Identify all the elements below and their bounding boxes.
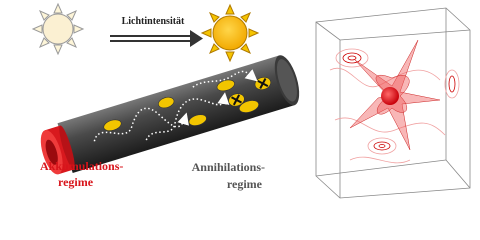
left-label-line: regime (58, 175, 94, 189)
figure: Lichtintensität (31, 2, 471, 199)
right-label: Annihilations- regime (192, 160, 268, 191)
arrow-label: Lichtintensität (122, 16, 185, 27)
right-label-line: regime (227, 177, 263, 191)
density-plot (315, 7, 471, 199)
intensity-arrow: Lichtintensität (110, 16, 203, 47)
left-label-line: Akkumulations- (40, 159, 123, 173)
sun-bright (200, 3, 260, 63)
left-label: Akkumulations- regime (40, 159, 126, 189)
right-label-line: Annihilations- (192, 160, 265, 174)
sun-dim (31, 2, 85, 56)
nanowire (40, 55, 300, 175)
